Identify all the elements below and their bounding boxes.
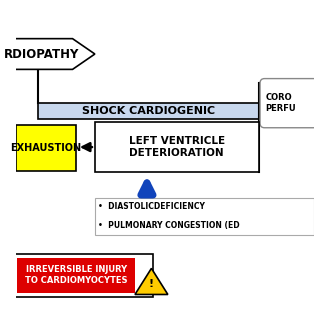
FancyBboxPatch shape: [260, 79, 318, 128]
Text: EXHAUSTION: EXHAUSTION: [10, 143, 81, 153]
Text: IRREVERSIBLE INJURY
TO CARDIOMYOCYTES: IRREVERSIBLE INJURY TO CARDIOMYOCYTES: [25, 266, 127, 285]
Text: •  DIASTOLICDEFICIENCY: • DIASTOLICDEFICIENCY: [98, 202, 205, 211]
Polygon shape: [1, 39, 95, 69]
Bar: [18, 258, 135, 293]
Bar: [10, 254, 153, 297]
Bar: [95, 198, 314, 235]
Polygon shape: [135, 268, 168, 294]
Bar: [95, 122, 259, 172]
Text: CORO
PERFU: CORO PERFU: [265, 93, 296, 113]
Text: !: !: [149, 279, 154, 289]
Text: SHOCK CARDIOGENIC: SHOCK CARDIOGENIC: [82, 106, 215, 116]
Bar: [38, 103, 259, 118]
Bar: [16, 125, 76, 171]
Text: •  PULMONARY CONGESTION (ED: • PULMONARY CONGESTION (ED: [98, 221, 239, 230]
Text: LEFT VENTRICLE
DETERIORATION: LEFT VENTRICLE DETERIORATION: [129, 136, 225, 158]
Text: RDIOPATHY: RDIOPATHY: [4, 47, 79, 60]
